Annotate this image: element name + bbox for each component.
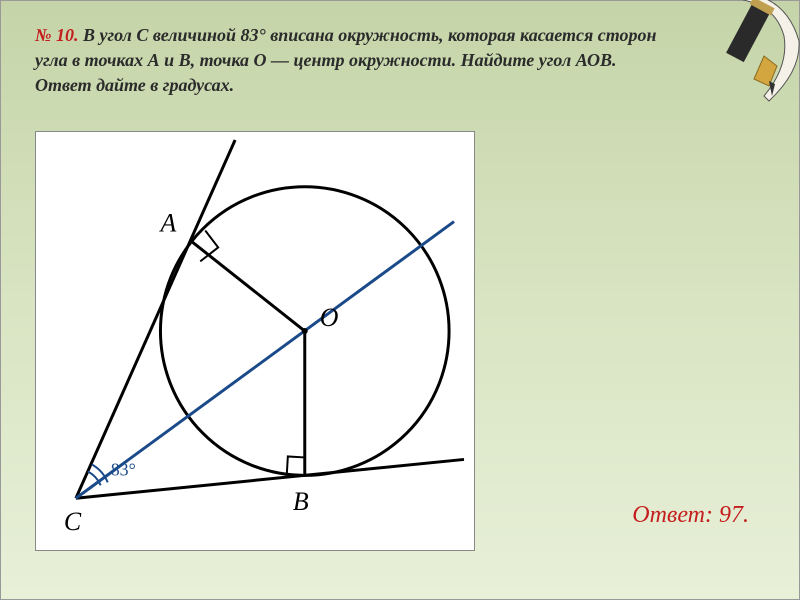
label-b: B <box>293 487 309 516</box>
line-ca <box>76 140 235 498</box>
right-angle-b <box>287 456 305 473</box>
answer-block: Ответ: 97. <box>632 502 749 529</box>
answer-prefix: Ответ: <box>632 502 713 528</box>
label-c: C <box>64 507 82 536</box>
answer-value: 97. <box>719 502 749 528</box>
label-o: O <box>320 303 339 332</box>
label-a: A <box>158 209 176 238</box>
radius-oa <box>190 240 304 331</box>
angle-value-label: 83° <box>111 459 136 479</box>
point-o-dot <box>302 328 308 334</box>
problem-statement: № 10. В угол С величиной 83° вписана окр… <box>35 23 659 99</box>
problem-number: № 10. <box>35 25 78 45</box>
pen-decoration <box>669 0 800 121</box>
problem-body: В угол С величиной 83° вписана окружност… <box>35 25 656 95</box>
line-co <box>76 222 454 499</box>
geometry-diagram: 83° C A B O <box>35 131 475 551</box>
